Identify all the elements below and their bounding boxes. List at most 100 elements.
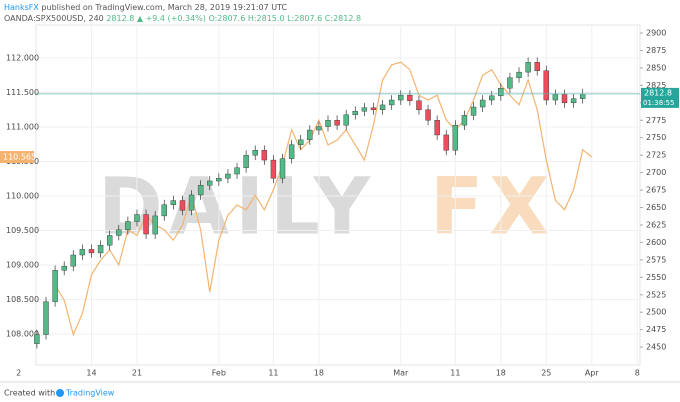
last-value-box <box>0 151 34 164</box>
candle-body <box>443 134 449 151</box>
y2-tick-label: 2750 <box>646 133 666 142</box>
y-tick-label: 111.000 <box>6 122 39 131</box>
candle-body <box>452 124 459 151</box>
candle-body <box>97 245 104 254</box>
candle-body <box>325 120 331 127</box>
candle-body <box>561 94 568 104</box>
y2-tick-label: 2475 <box>646 325 666 334</box>
candle-body <box>79 249 86 256</box>
candle-body <box>43 301 49 335</box>
x-tick-label: Feb <box>212 369 226 378</box>
candle-body <box>498 87 504 97</box>
candle-body <box>479 99 486 108</box>
header-line-2: OANDA:SPX500USD, 240 2812.8 ▲ +9.4 (+0.3… <box>4 14 361 23</box>
candle-body <box>316 126 322 131</box>
y-tick-label: 112.000 <box>6 53 39 62</box>
candle-body <box>516 71 522 78</box>
symbol: OANDA:SPX500USD, 240 <box>4 14 104 23</box>
x-tick-label: 18 <box>496 369 506 378</box>
plot-frame <box>35 24 641 366</box>
brand-logo <box>56 389 64 397</box>
y-tick-label: 111.500 <box>6 88 39 97</box>
ohlc-open: O:2807.6 <box>208 14 245 23</box>
y2-tick-label: 2600 <box>646 238 666 247</box>
candle-body <box>379 104 386 111</box>
y2-tick-label: 2550 <box>646 273 666 282</box>
x-tick-label: 11 <box>450 369 460 378</box>
x-tick-label: 21 <box>132 369 142 378</box>
y2-tick-label: 2775 <box>646 116 666 125</box>
candle-body <box>416 100 422 111</box>
candle-body <box>470 106 477 116</box>
x-tick-label: Mar <box>393 369 409 378</box>
candle-body <box>61 265 67 271</box>
candle-body <box>298 139 304 145</box>
x-tick-label: 25 <box>541 369 551 378</box>
candle-body <box>425 109 431 121</box>
candle-body <box>407 94 413 101</box>
candle-body <box>152 215 158 235</box>
y2-tick-label: 2575 <box>646 255 666 264</box>
candle-body <box>434 120 440 136</box>
candle-body <box>34 334 40 344</box>
y2-tick-label: 2675 <box>646 186 666 195</box>
candle-body <box>170 200 177 205</box>
y2-tick-label: 2625 <box>646 220 666 229</box>
y-tick-label: 110.000 <box>6 192 39 201</box>
candle-body <box>398 94 404 101</box>
y2-tick-label: 2850 <box>646 63 666 72</box>
candle-body <box>134 214 140 222</box>
candle-body <box>116 229 122 236</box>
ohlc-high: H:2815.0 <box>248 14 285 23</box>
footer-brand[interactable]: TradingView <box>65 389 115 398</box>
y2-tick-label: 2900 <box>646 29 666 38</box>
candle-body <box>234 167 240 175</box>
plot-layer: DAILY FX108.000108.500109.000109.500110.0… <box>0 25 679 378</box>
candle-body <box>88 249 95 254</box>
candle-body <box>370 107 377 111</box>
y2-tick-label: 2725 <box>646 151 666 160</box>
candle-body <box>243 154 249 168</box>
candle-body <box>261 150 268 161</box>
candle-body <box>207 180 213 186</box>
y2-tick-label: 2825 <box>646 81 666 90</box>
candle-body <box>534 62 540 71</box>
candle-body <box>52 270 58 302</box>
x-tick-label: 11 <box>268 369 278 378</box>
candle-body <box>334 120 340 126</box>
candle-body <box>552 94 559 101</box>
y-tick-label: 108.500 <box>6 295 39 304</box>
x-tick-label: 8 <box>635 369 640 378</box>
y-tick-label: 109.500 <box>6 226 39 235</box>
candle-body <box>307 129 313 141</box>
candle-body <box>106 235 113 246</box>
price: 2812.8 <box>106 14 134 23</box>
y2-tick-label: 2875 <box>646 46 666 55</box>
candle-body <box>197 184 204 196</box>
candle-body <box>343 114 349 126</box>
candle-body <box>543 70 550 101</box>
candle-body <box>188 194 195 211</box>
y2-tick-label: 2700 <box>646 168 666 177</box>
last-price-box <box>641 87 679 108</box>
candle-body <box>461 115 468 126</box>
y2-tick-label: 2525 <box>646 290 666 299</box>
candle-body <box>70 254 76 267</box>
candle-body <box>570 98 577 104</box>
watermark: FX <box>430 162 555 252</box>
candle-body <box>270 159 277 179</box>
ohlc-low: L:2807.6 <box>287 14 322 23</box>
candle-body <box>279 158 286 179</box>
candle-body <box>252 150 258 156</box>
x-tick-label: 2 <box>16 369 21 378</box>
author[interactable]: HanksFX <box>4 3 39 12</box>
candle-body <box>507 77 513 89</box>
candle-body <box>143 214 149 235</box>
change: +9.4 (+0.34%) <box>146 14 206 23</box>
candle-body <box>388 99 395 106</box>
y2-tick-label: 2650 <box>646 203 666 212</box>
candle-body <box>579 93 586 99</box>
candle-body <box>125 221 131 231</box>
candle-body <box>525 62 531 73</box>
y-tick-label: 108.000 <box>6 330 39 339</box>
